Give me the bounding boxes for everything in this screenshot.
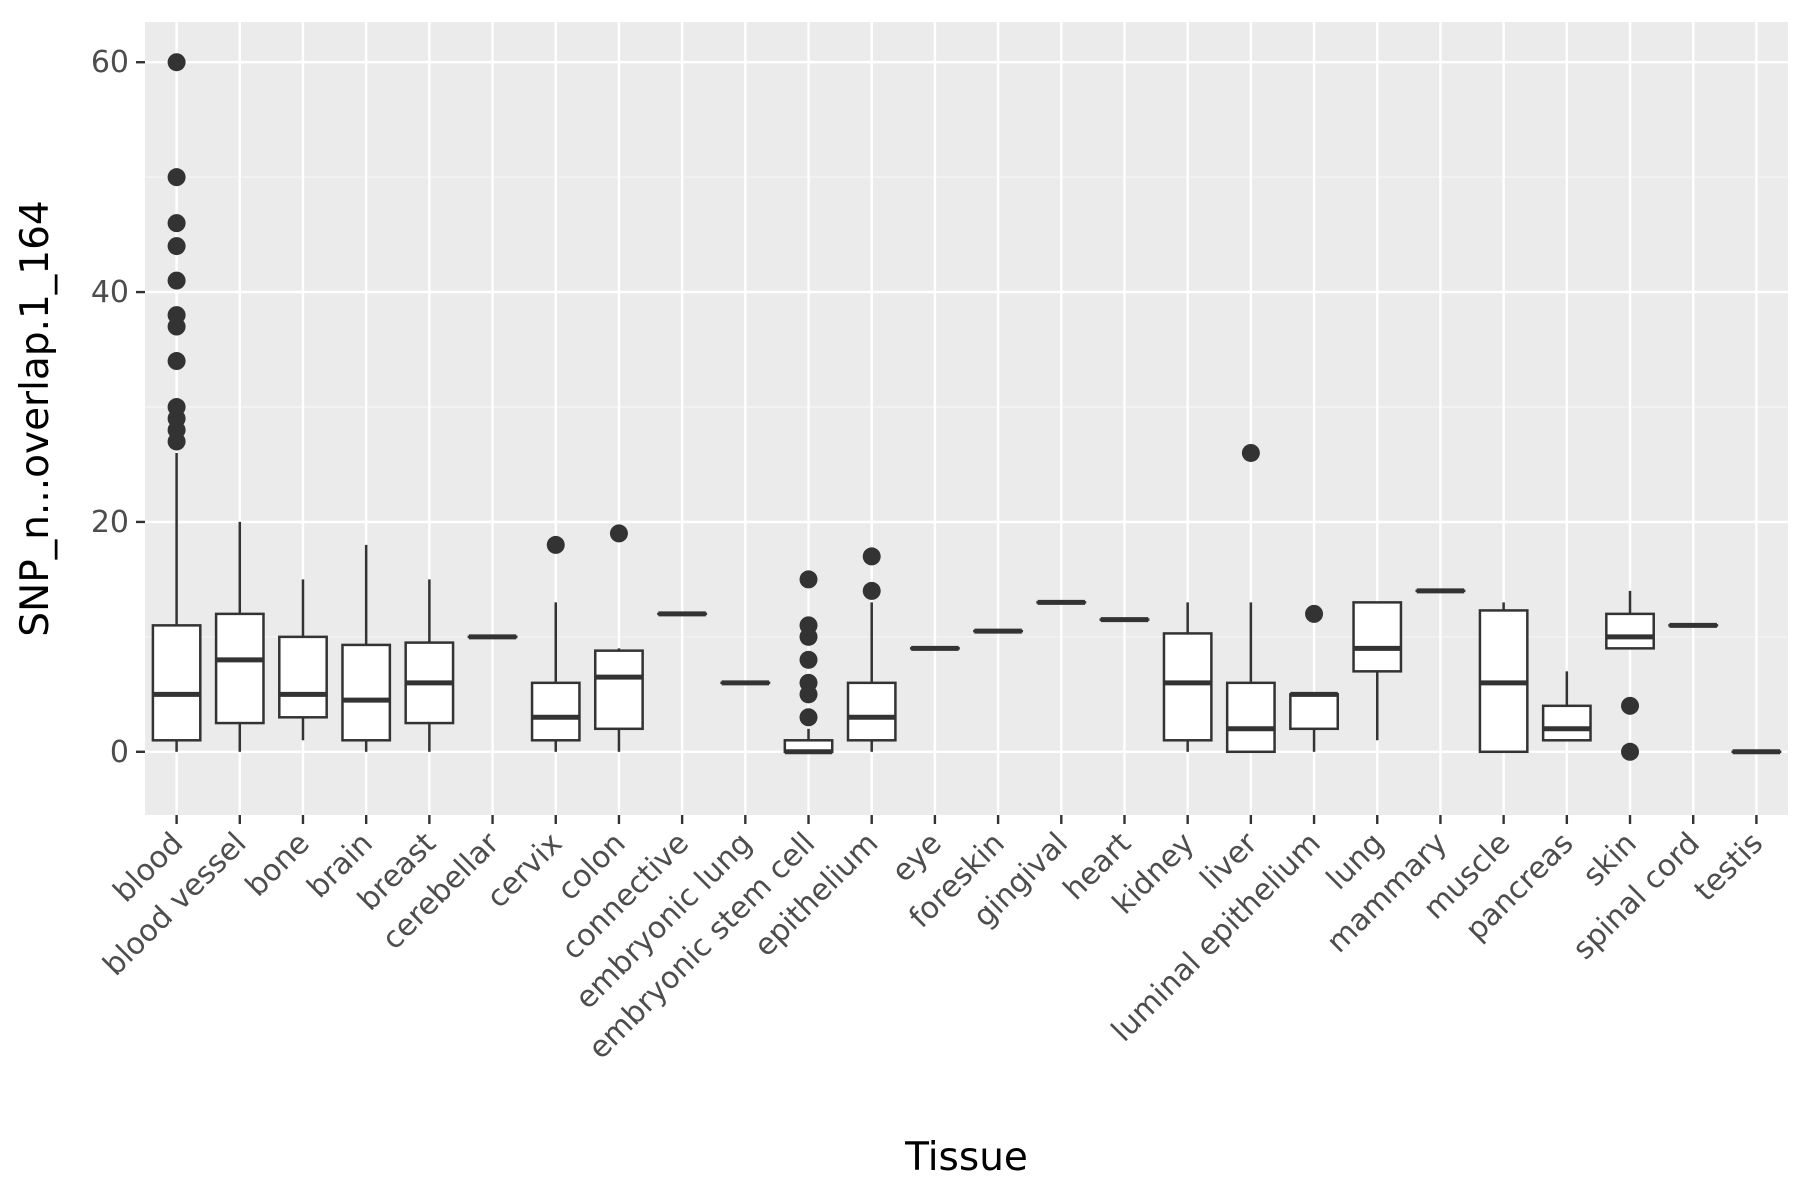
y-tick-label: 60: [91, 45, 129, 80]
box-cervix: [530, 535, 581, 752]
box-body: [530, 681, 581, 742]
box-body: [1541, 704, 1592, 742]
box-muscle: [1478, 602, 1529, 754]
y-axis-title: SNP_n...overlap.1_164: [13, 200, 58, 636]
outlier-point: [167, 306, 186, 325]
outlier-point: [167, 237, 186, 256]
outlier-point: [167, 352, 186, 371]
box-body: [846, 681, 897, 742]
box-body: [1225, 681, 1276, 754]
box-body: [1289, 693, 1340, 731]
box-body: [341, 643, 392, 742]
box-brain: [341, 544, 392, 752]
box-embryonic-stem-cell: [783, 570, 834, 755]
box-colon: [593, 524, 644, 752]
box-body: [278, 635, 328, 719]
y-tick-label: 40: [91, 275, 129, 310]
box-skin: [1605, 590, 1655, 761]
outlier-point: [799, 650, 818, 669]
x-axis-title: Tissue: [904, 1135, 1028, 1180]
outlier-point: [862, 547, 881, 566]
outlier-point: [799, 570, 818, 589]
outlier-point: [799, 673, 818, 692]
outlier-point: [167, 53, 186, 72]
outlier-point: [862, 581, 881, 600]
outlier-point: [546, 535, 565, 554]
box-body: [1605, 612, 1655, 650]
outlier-point: [799, 708, 818, 727]
box-blood-vessel: [214, 521, 265, 752]
box-bone: [278, 579, 328, 741]
box-liver: [1225, 443, 1276, 754]
outlier-point: [167, 398, 186, 417]
outlier-point: [1621, 742, 1640, 761]
outlier-point: [1621, 696, 1640, 715]
box-kidney: [1162, 602, 1213, 752]
y-tick-label: 0: [110, 735, 129, 770]
box-blood: [151, 53, 202, 752]
box-epithelium: [846, 547, 897, 752]
outlier-point: [799, 616, 818, 635]
box-body: [151, 624, 202, 742]
outlier-point: [167, 214, 186, 233]
y-tick-label: 20: [91, 505, 129, 540]
box-body: [1352, 601, 1403, 673]
y-axis: 0 20 40 60: [91, 45, 145, 770]
box-body: [593, 649, 644, 731]
box-lung: [1352, 601, 1403, 741]
plot-panel: [145, 22, 1788, 815]
box-body: [1162, 632, 1213, 742]
outlier-point: [1305, 604, 1324, 623]
box-breast: [404, 579, 455, 752]
outlier-point: [609, 524, 628, 543]
box-luminal-epithelium: [1289, 604, 1340, 752]
outlier-point: [167, 168, 186, 187]
box-body: [214, 612, 265, 725]
outlier-point: [167, 271, 186, 290]
box-pancreas: [1541, 671, 1592, 742]
outlier-point: [1241, 443, 1260, 462]
boxes-layer: [151, 53, 1782, 761]
